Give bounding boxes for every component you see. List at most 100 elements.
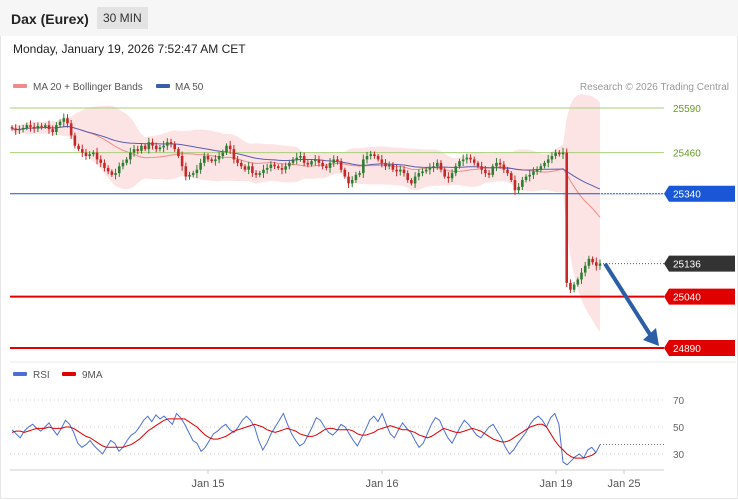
candle-body (576, 279, 580, 285)
x-tick-label: Jan 16 (365, 478, 398, 490)
candle-body (358, 173, 361, 175)
candle-body (365, 156, 369, 160)
candle-body (295, 157, 299, 160)
support-label: 25040 (673, 293, 701, 304)
candle-body (177, 149, 180, 156)
candle-body (565, 152, 569, 283)
candle-body (10, 127, 14, 129)
candle-body (495, 162, 498, 167)
candle-body (572, 284, 576, 290)
candle-body (262, 169, 265, 174)
candle-body (569, 282, 572, 290)
candle-body (598, 263, 602, 266)
candle-body (228, 145, 232, 150)
candle-body (14, 128, 17, 131)
candle-body (528, 174, 532, 177)
chart-timestamp: Monday, January 19, 2026 7:52:47 AM CET (13, 42, 246, 56)
candle-body (317, 159, 321, 163)
candle-body (265, 168, 269, 170)
forecast-arrow-head (643, 328, 659, 346)
pivot-badge (664, 185, 735, 202)
candle-body (410, 180, 413, 184)
candle-body (258, 173, 262, 175)
candle-body (199, 162, 202, 170)
candle-body (532, 171, 535, 175)
candle-body (217, 156, 221, 160)
candle-body (502, 164, 506, 170)
candle-body (236, 159, 239, 163)
bollinger-band-area (12, 94, 600, 332)
rsi-tick-label: 70 (673, 396, 685, 407)
candle-body (129, 152, 132, 160)
candle-body (221, 152, 225, 156)
rsi-ma-line (11, 418, 597, 459)
candle-body (558, 152, 561, 155)
candle-body (435, 162, 439, 167)
candle-body (95, 152, 99, 160)
ma20-line (11, 125, 601, 218)
price-level-labels: 25590 25460 25340 25136 25040 24890 (664, 104, 735, 356)
candle-body (591, 258, 594, 263)
candle-body (99, 159, 103, 163)
candle-body (491, 166, 495, 175)
candle-body (310, 161, 313, 165)
bollinger-bands (12, 94, 600, 332)
candle-body (55, 125, 58, 132)
candle-body (395, 169, 398, 172)
candle-body (350, 180, 354, 184)
candle-body (391, 164, 395, 170)
candle-body (458, 161, 461, 167)
candle-body (432, 166, 435, 168)
candle-body (166, 142, 169, 146)
ma50-legend-label: MA 50 (175, 82, 204, 93)
candle-body (162, 145, 165, 148)
forecast-arrow-shaft (603, 262, 653, 338)
resistance-label: 25590 (673, 104, 701, 115)
candle-body (587, 258, 591, 266)
candle-body (273, 164, 276, 167)
candle-body (439, 162, 443, 170)
candle-body (154, 145, 158, 150)
candle-body (62, 118, 66, 122)
last-price-badge (664, 255, 735, 272)
candle-body (84, 152, 88, 156)
candle-body (583, 265, 587, 273)
candle-body (543, 162, 546, 167)
candle-body (125, 159, 128, 163)
candle-body (546, 159, 550, 163)
candle-body (239, 162, 243, 167)
candle-body (18, 129, 21, 131)
candle-body (580, 272, 583, 280)
candle-body (369, 154, 373, 156)
candle-body (354, 174, 358, 180)
candle-body (214, 159, 217, 162)
candle-body (450, 173, 454, 179)
rsi-tick-label: 50 (673, 423, 685, 434)
moving-averages (11, 125, 601, 218)
candle-body (51, 129, 54, 132)
forecast-arrow (603, 262, 659, 346)
candle-body (254, 173, 258, 175)
candle-body (69, 123, 73, 136)
candle-body (36, 125, 40, 129)
candle-body (77, 145, 80, 150)
candle-body (347, 176, 350, 184)
candle-body (203, 156, 206, 163)
candle-body (472, 159, 476, 163)
candle-body (210, 159, 213, 162)
rsi-line (11, 412, 601, 466)
timeframe-badge[interactable]: 30 MIN (97, 7, 148, 29)
x-axis-ticks: Jan 15 Jan 16 Jan 19 Jan 25 (191, 470, 641, 490)
candle-body (399, 169, 402, 172)
candle-body (158, 147, 162, 150)
candle-body (147, 142, 151, 150)
candle-body (402, 169, 406, 174)
candle-body (121, 162, 125, 167)
candle-body (243, 166, 247, 170)
candle-body (206, 156, 210, 160)
candle-body (103, 162, 106, 168)
candle-body (114, 173, 117, 175)
candle-body (376, 156, 380, 160)
candle-body (58, 121, 62, 126)
